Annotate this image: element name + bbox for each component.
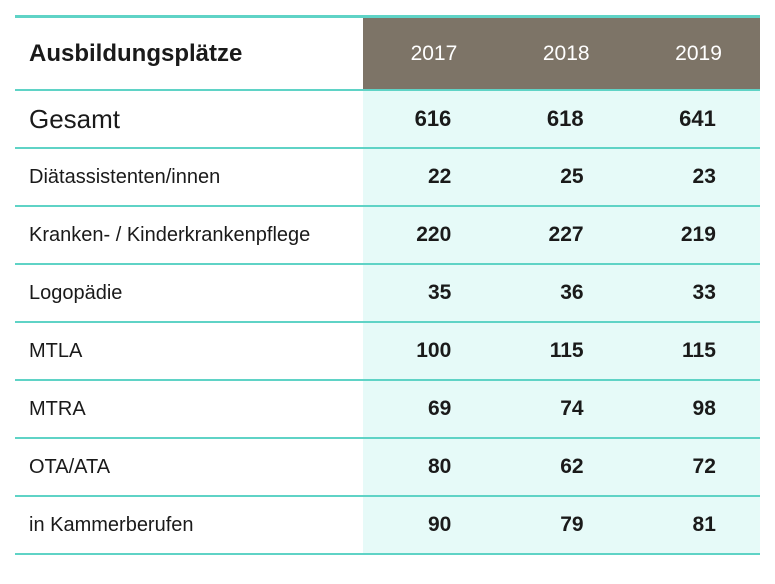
- value-cell: 98: [692, 397, 716, 420]
- table-title: Ausbildungsplätze: [15, 18, 363, 89]
- row-values: 69 74 98: [363, 381, 760, 437]
- row-label: MTRA: [15, 381, 363, 437]
- row-label: Logopädie: [15, 265, 363, 321]
- value-cell: 219: [680, 223, 716, 246]
- value-cell: 80: [427, 455, 452, 478]
- value-cell: 62: [560, 455, 584, 478]
- row-values: 80 62 72: [363, 439, 760, 495]
- value-cell: 616: [414, 106, 452, 131]
- row-label: MTLA: [15, 323, 363, 379]
- value-cell: 81: [692, 513, 716, 536]
- row-label: Kranken- / Kinderkrankenpflege: [15, 207, 363, 263]
- value-cell: 115: [682, 339, 716, 362]
- row-values: 90 79 81: [363, 497, 760, 553]
- year-header-group: 2017 2018 2019: [363, 18, 760, 89]
- year-header-2017: 2017: [410, 41, 458, 65]
- table-row: Logopädie 35 36 33: [15, 265, 760, 323]
- table-row: MTLA 100 115 115: [15, 323, 760, 381]
- row-label: OTA/ATA: [15, 439, 363, 495]
- table-row: Kranken- / Kinderkrankenpflege 220 227 2…: [15, 207, 760, 265]
- row-values: 35 36 33: [363, 265, 760, 321]
- value-cell: 641: [679, 106, 716, 131]
- value-cell: 35: [427, 281, 452, 304]
- value-cell: 618: [546, 106, 584, 131]
- row-values: 220 227 219: [363, 207, 760, 263]
- row-label: Gesamt: [15, 91, 363, 147]
- table-header-row: Ausbildungsplätze 2017 2018 2019: [15, 15, 760, 91]
- value-cell: 90: [427, 513, 452, 536]
- value-cell: 72: [692, 455, 716, 478]
- year-header-2018: 2018: [542, 41, 590, 65]
- table-row: Diätassistenten/innen 22 25 23: [15, 149, 760, 207]
- value-cell: 36: [560, 281, 584, 304]
- table-row: in Kammerberufen 90 79 81: [15, 497, 760, 555]
- value-cell: 23: [692, 165, 716, 188]
- value-cell: 69: [427, 397, 452, 420]
- value-cell: 79: [560, 513, 584, 536]
- row-label: in Kammerberufen: [15, 497, 363, 553]
- table-row: MTRA 69 74 98: [15, 381, 760, 439]
- value-cell: 115: [549, 339, 584, 362]
- row-label: Diätassistenten/innen: [15, 149, 363, 205]
- year-header-2019: 2019: [675, 41, 722, 65]
- value-cell: 33: [692, 281, 716, 304]
- value-cell: 25: [560, 165, 584, 188]
- value-cell: 100: [416, 339, 452, 362]
- value-cell: 227: [548, 223, 584, 246]
- table-row: Gesamt 616 618 641: [15, 91, 760, 149]
- table-row: OTA/ATA 80 62 72: [15, 439, 760, 497]
- value-cell: 74: [560, 397, 584, 420]
- training-places-table: Ausbildungsplätze 2017 2018 2019 Gesamt …: [15, 15, 760, 555]
- value-cell: 22: [427, 165, 452, 188]
- row-values: 22 25 23: [363, 149, 760, 205]
- value-cell: 220: [416, 223, 452, 246]
- row-values: 616 618 641: [363, 91, 760, 147]
- row-values: 100 115 115: [363, 323, 760, 379]
